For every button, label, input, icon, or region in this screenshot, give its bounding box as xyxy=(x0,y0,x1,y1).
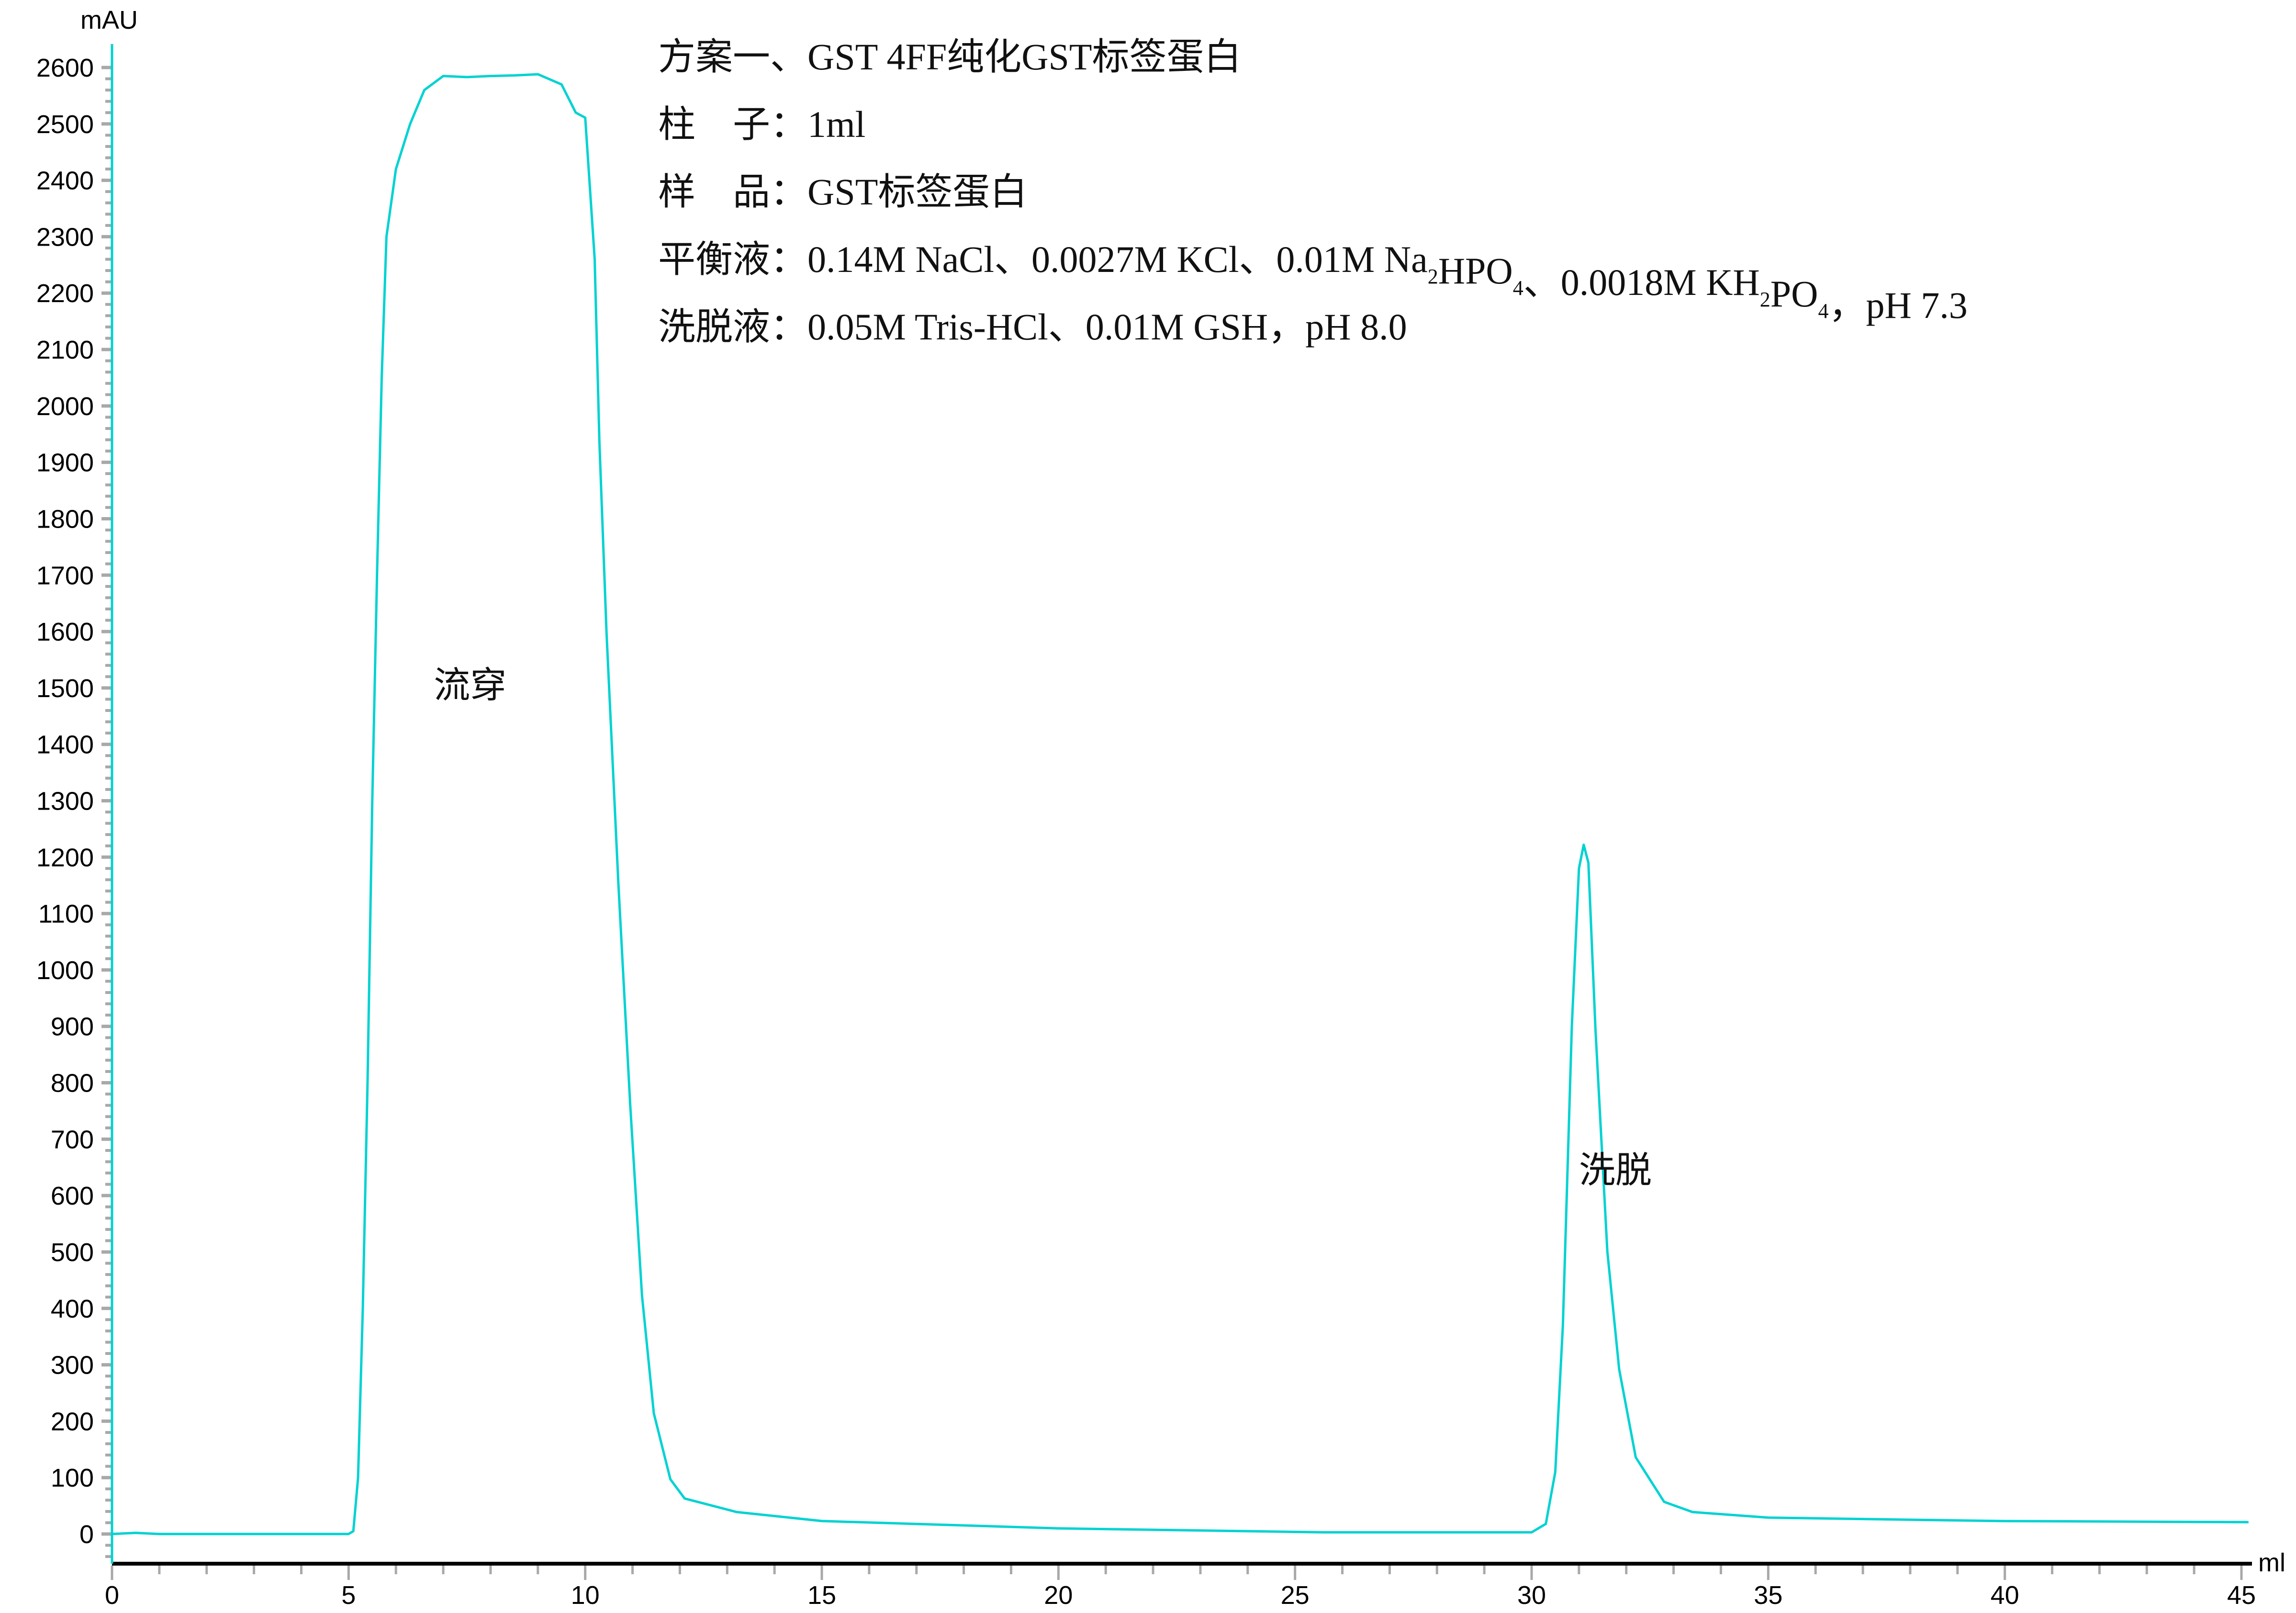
y-axis-label: mAU xyxy=(80,6,138,34)
info-text: 柱 子：1ml xyxy=(658,103,865,145)
y-tick-label: 1400 xyxy=(36,731,94,759)
x-tick-label: 15 xyxy=(807,1581,836,1610)
info-line: 平衡液：0.14M NaCl、0.0027M KCl、0.01M Na2HPO4… xyxy=(658,238,1968,326)
info-text: PO xyxy=(1770,273,1818,315)
info-text: HPO xyxy=(1438,250,1513,292)
x-tick-label: 0 xyxy=(105,1581,119,1610)
x-tick-label: 10 xyxy=(571,1581,600,1610)
y-tick-label: 300 xyxy=(51,1351,94,1380)
info-text: 样 品：GST标签蛋白 xyxy=(658,171,1027,213)
y-tick-label: 0 xyxy=(79,1520,94,1549)
x-tick-label: 5 xyxy=(341,1581,356,1610)
x-tick-label: 35 xyxy=(1754,1581,1782,1610)
subscript: 2 xyxy=(1760,288,1770,311)
info-text: 方案一、GST 4FF纯化GST标签蛋白 xyxy=(658,36,1242,78)
info-text: 、0.0018M KH xyxy=(1523,261,1760,303)
y-tick-label: 1100 xyxy=(38,900,94,928)
y-tick-label: 700 xyxy=(51,1125,94,1154)
x-tick-label: 25 xyxy=(1281,1581,1310,1610)
y-tick-label: 200 xyxy=(51,1407,94,1436)
info-line: 样 品：GST标签蛋白 xyxy=(658,171,1027,213)
x-tick-label: 30 xyxy=(1517,1581,1546,1610)
y-tick-label: 1600 xyxy=(36,618,94,646)
info-text: 平衡液：0.14M NaCl、0.0027M KCl、0.01M Na xyxy=(658,238,1428,280)
y-tick-label: 900 xyxy=(51,1013,94,1041)
y-tick-label: 500 xyxy=(51,1238,94,1267)
y-axis-ticks: 0 100 200 300 400 500 600 700 800 900 1000 1100 1200… xyxy=(36,54,112,1558)
peak-label: 流穿 xyxy=(434,666,506,706)
info-line: 方案一、GST 4FF纯化GST标签蛋白 xyxy=(658,36,1242,78)
x-tick-label: 45 xyxy=(2227,1581,2256,1610)
y-tick-label: 1000 xyxy=(36,956,94,985)
subscript: 4 xyxy=(1818,299,1828,323)
y-tick-label: 2200 xyxy=(36,279,94,308)
y-tick-label: 2300 xyxy=(36,223,94,251)
x-axis-ticks: 0 5 10 15 20 25 30 35 40 45 xyxy=(105,1566,2256,1610)
info-line: 柱 子：1ml xyxy=(658,103,865,145)
x-axis-label: ml xyxy=(2258,1548,2285,1577)
y-tick-label: 2600 xyxy=(36,54,94,82)
y-tick-label: 2500 xyxy=(36,110,94,139)
y-tick-label: 1700 xyxy=(36,561,94,590)
peak-label: 洗脱 xyxy=(1579,1151,1652,1191)
subscript: 4 xyxy=(1513,276,1523,300)
subscript: 2 xyxy=(1428,265,1438,288)
y-tick-label: 2400 xyxy=(36,167,94,195)
info-text: ，pH 7.3 xyxy=(1828,284,1967,326)
y-tick-label: 2100 xyxy=(36,336,94,364)
y-tick-label: 100 xyxy=(51,1464,94,1492)
uv-trace-line xyxy=(112,73,2249,1535)
info-line: 洗脱液：0.05M Tris-HCl、0.01M GSH，pH 8.0 xyxy=(658,306,1407,348)
y-tick-label: 600 xyxy=(51,1182,94,1210)
y-tick-label: 800 xyxy=(51,1069,94,1098)
x-tick-label: 40 xyxy=(1991,1581,2019,1610)
y-tick-label: 1800 xyxy=(36,505,94,533)
y-tick-label: 1500 xyxy=(36,674,94,703)
y-tick-label: 1200 xyxy=(36,843,94,872)
x-tick-label: 20 xyxy=(1044,1581,1073,1610)
y-tick-label: 2000 xyxy=(36,392,94,421)
info-text: 洗脱液：0.05M Tris-HCl、0.01M GSH，pH 8.0 xyxy=(658,306,1407,348)
y-tick-label: 400 xyxy=(51,1295,94,1323)
y-tick-label: 1900 xyxy=(36,449,94,477)
y-tick-label: 1300 xyxy=(36,787,94,816)
